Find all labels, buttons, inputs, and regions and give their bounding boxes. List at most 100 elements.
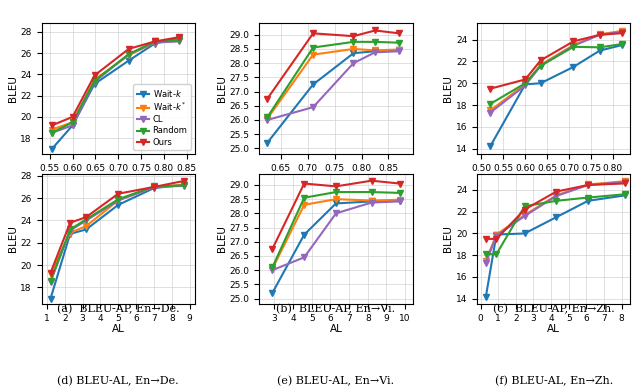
Random [584,195,592,200]
Ours [300,181,308,186]
Wait-$k^*$ [175,38,183,43]
Line: Ours: Ours [48,178,187,276]
Ours [309,31,317,35]
Wait-$k^*$ [349,47,357,51]
Ours [552,189,560,194]
Wait-$k^*$ [332,197,340,202]
Line: Wait-$k$: Wait-$k$ [264,48,402,145]
Random [621,192,629,197]
Ours [264,96,271,101]
Wait-$k^*$ [486,108,494,113]
Y-axis label: BLEU: BLEU [8,75,18,102]
Wait-$k^*$ [537,62,545,67]
CL [309,105,317,110]
Ours [368,178,376,183]
Random [269,265,276,269]
Wait-$k^*$ [151,40,159,45]
Line: CL: CL [264,48,402,123]
Wait-$k$ [482,294,490,299]
Wait-$k^*$ [371,48,379,53]
Random [48,130,56,135]
Wait-$k$ [618,43,625,48]
Line: Wait-$k^*$: Wait-$k^*$ [269,197,403,271]
Ours [371,28,379,33]
Line: CL: CL [49,39,182,136]
CL [552,193,560,198]
Random [570,44,577,49]
Ours [396,31,403,35]
CL [300,255,308,260]
Line: Ours: Ours [488,30,625,92]
CL [47,280,54,284]
CL [596,32,604,37]
Ours [493,237,500,241]
CL [175,39,183,44]
Text: (b)  BLEU-AP, En→Vi.: (b) BLEU-AP, En→Vi. [276,303,396,314]
CL [180,184,188,188]
Wait-$k$ [368,199,376,204]
Legend: Wait-$k$, Wait-$k^*$, CL, Random, Ours: Wait-$k$, Wait-$k^*$, CL, Random, Ours [133,85,191,150]
Wait-$k$ [570,65,577,69]
Wait-$k$ [332,201,340,206]
Line: CL: CL [488,29,625,115]
Wait-$k^*$ [368,198,376,203]
CL [570,43,577,48]
Wait-$k^*$ [521,213,529,217]
Line: CL: CL [48,183,187,285]
Line: Wait-$k^*$: Wait-$k^*$ [49,37,182,132]
X-axis label: AL: AL [330,324,342,334]
Wait-$k$ [537,81,545,85]
Wait-$k^*$ [482,258,490,263]
Wait-$k^*$ [596,32,604,37]
Text: (f) BLEU-AL, En→Zh.: (f) BLEU-AL, En→Zh. [495,376,613,386]
Random [264,115,271,119]
Text: (e) BLEU-AL, En→Vi.: (e) BLEU-AL, En→Vi. [277,376,395,386]
Wait-$k$ [300,232,308,237]
Y-axis label: BLEU: BLEU [217,225,227,252]
Ours [48,123,56,128]
Random [537,64,545,68]
CL [115,198,122,203]
Ours [482,237,490,241]
Random [482,252,490,257]
Line: Wait-$k^*$: Wait-$k^*$ [264,46,402,121]
Wait-$k$ [68,123,76,128]
CL [537,64,545,68]
Line: Wait-$k^*$: Wait-$k^*$ [488,28,625,113]
CL [522,83,529,88]
CL [332,211,340,216]
Random [349,39,357,44]
CL [125,52,132,57]
Wait-$k^*$ [300,202,308,207]
Wait-$k^*$ [83,224,90,229]
Random [332,190,340,194]
Line: Random: Random [264,39,402,120]
Ours [537,58,545,63]
CL [349,61,357,66]
Y-axis label: BLEU: BLEU [443,75,453,102]
Random [521,204,529,209]
Random [175,38,183,43]
Random [151,39,159,44]
CL [493,233,500,238]
Ours [67,220,74,225]
X-axis label: AP: AP [111,174,125,184]
Ours [521,207,529,212]
Random [368,190,376,194]
Wait-$k^*$ [264,116,271,121]
CL [396,49,403,53]
Line: Wait-$k^*$: Wait-$k^*$ [48,182,187,277]
Wait-$k$ [151,41,159,46]
Y-axis label: BLEU: BLEU [443,225,453,252]
Wait-$k$ [396,198,403,203]
Wait-$k$ [396,48,403,53]
Ours [349,34,357,39]
Line: Ours: Ours [269,178,403,252]
Wait-$k^*$ [522,82,529,87]
Line: Random: Random [48,183,187,284]
Wait-$k$ [83,227,90,232]
Line: Random: Random [49,37,182,136]
Wait-$k^*$ [68,120,76,124]
Wait-$k$ [175,36,183,41]
Wait-$k$ [521,231,529,236]
